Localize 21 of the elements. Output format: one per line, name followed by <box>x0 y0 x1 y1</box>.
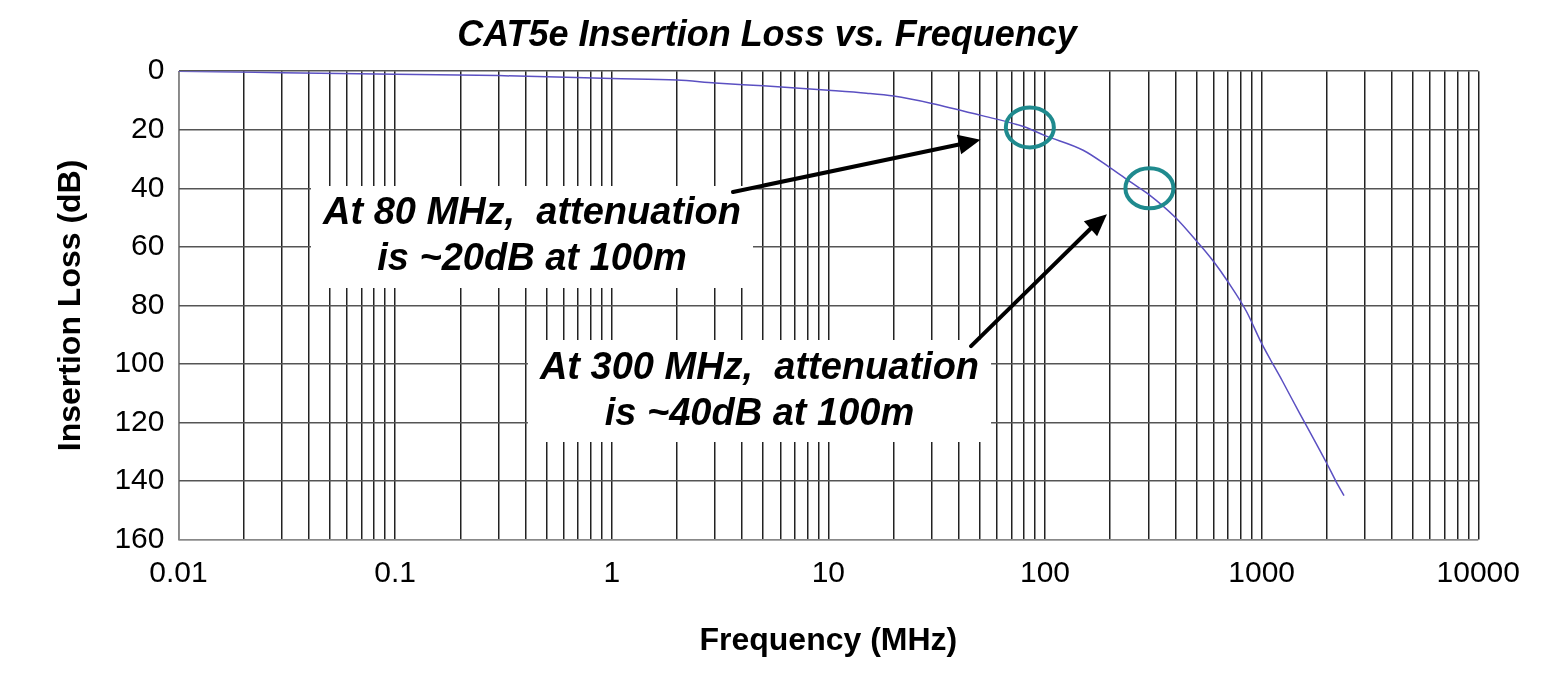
y-tick-label: 160 <box>114 520 165 554</box>
x-tick-label: 0.01 <box>149 554 208 588</box>
y-tick-label: 100 <box>114 345 165 379</box>
y-tick-label: 20 <box>131 111 165 145</box>
y-tick-label: 140 <box>114 462 165 496</box>
y-tick-label: 80 <box>131 286 165 320</box>
y-tick-label: 120 <box>114 403 165 437</box>
x-tick-label: 1000 <box>1228 554 1296 588</box>
x-tick-label: 1 <box>603 554 621 588</box>
y-axis-title: Insertion Loss (dB) <box>51 159 88 452</box>
chart-title: CAT5e Insertion Loss vs. Frequency <box>457 12 1079 54</box>
x-tick-label: 10000 <box>1436 554 1521 588</box>
x-tick-label: 10 <box>811 554 846 588</box>
y-tick-label: 60 <box>131 228 165 262</box>
annotation: At 80 MHz, attenuation is ~20dB at 100m <box>321 190 742 279</box>
x-axis-title: Frequency (MHz) <box>699 620 958 657</box>
y-tick-label: 0 <box>147 52 165 86</box>
x-tick-label: 0.1 <box>374 554 416 588</box>
y-tick-label: 40 <box>131 169 165 203</box>
annotation: At 300 MHz, attenuation is ~40dB at 100m <box>538 344 980 433</box>
x-tick-label: 100 <box>1019 554 1071 588</box>
